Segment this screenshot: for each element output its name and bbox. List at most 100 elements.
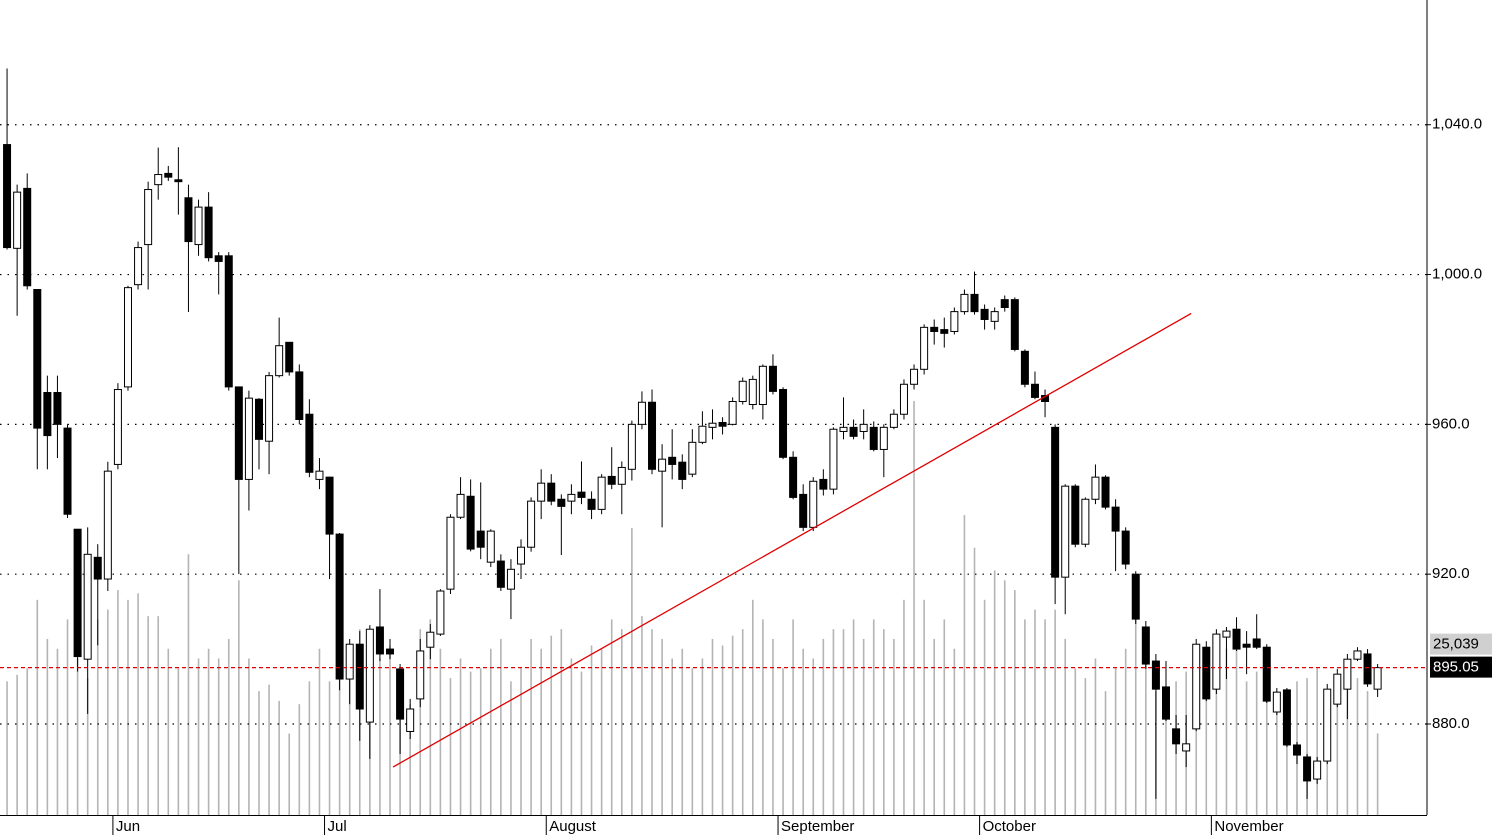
candle-body bbox=[355, 643, 364, 710]
last-volume-label: 25,039 bbox=[1433, 636, 1479, 653]
candle-body bbox=[103, 470, 112, 580]
candle-body bbox=[859, 423, 868, 432]
candle-body bbox=[1272, 691, 1281, 713]
volume-bar bbox=[812, 658, 815, 815]
candle-body bbox=[33, 289, 42, 429]
candle-body bbox=[1252, 638, 1261, 648]
y-tick-label: 960.0 bbox=[1432, 415, 1470, 432]
candle-body bbox=[214, 255, 223, 262]
volume-bar bbox=[671, 658, 673, 815]
y-tick-label: 880.0 bbox=[1432, 715, 1470, 732]
volume-bar bbox=[1003, 580, 1006, 815]
x-tick-label: November bbox=[1214, 818, 1283, 835]
candle-body bbox=[970, 293, 979, 313]
volume-bar bbox=[832, 629, 835, 815]
candle-body bbox=[567, 493, 576, 502]
candle-body bbox=[748, 378, 757, 406]
candle-body bbox=[386, 648, 395, 655]
volume-bar bbox=[731, 635, 734, 815]
last-price-label: 895.05 bbox=[1433, 659, 1479, 676]
candle-body bbox=[809, 480, 818, 528]
volume-bar bbox=[16, 674, 18, 815]
volume-bar bbox=[762, 619, 764, 815]
candle-body bbox=[93, 556, 102, 580]
candle-body bbox=[829, 428, 838, 490]
volume-bar bbox=[6, 681, 8, 815]
candle-body bbox=[648, 401, 657, 470]
volume-bar bbox=[973, 547, 976, 815]
candle-body bbox=[123, 287, 132, 388]
candle-body bbox=[1282, 689, 1291, 746]
volume-bar bbox=[86, 678, 89, 815]
volume-bar bbox=[439, 648, 442, 815]
candle-body bbox=[1131, 573, 1140, 620]
volume-bar bbox=[943, 619, 946, 815]
candle-body bbox=[627, 423, 636, 470]
volume-bar bbox=[1165, 700, 1167, 815]
volume-bar bbox=[691, 668, 694, 815]
volume-bar bbox=[540, 648, 542, 815]
candle-body bbox=[1242, 643, 1251, 648]
volume-bar bbox=[36, 599, 39, 815]
candle-body bbox=[1212, 633, 1221, 690]
candle-body bbox=[1010, 299, 1019, 350]
volume-bar bbox=[187, 554, 190, 815]
candle-body bbox=[325, 476, 334, 535]
candle-body bbox=[910, 368, 919, 385]
candle-body bbox=[738, 380, 747, 403]
candle-body bbox=[1353, 650, 1362, 660]
volume-bar bbox=[1145, 658, 1147, 815]
candle-body bbox=[960, 293, 969, 313]
candle-body bbox=[1343, 658, 1352, 690]
volume-bar bbox=[681, 648, 684, 815]
volume-bar bbox=[1024, 619, 1026, 815]
candle-body bbox=[1071, 485, 1080, 545]
volume-bar bbox=[389, 645, 391, 815]
volume-bar bbox=[1215, 668, 1218, 815]
volume-bar bbox=[842, 629, 845, 815]
volume-bar bbox=[550, 635, 553, 815]
candle-body bbox=[658, 458, 667, 472]
candle-body bbox=[607, 475, 616, 485]
candle-body bbox=[789, 456, 798, 498]
volume-bar bbox=[1104, 691, 1107, 815]
volume-bar bbox=[127, 599, 129, 815]
candle-body bbox=[768, 365, 777, 392]
candle-body bbox=[587, 498, 596, 510]
volume-bar bbox=[248, 658, 250, 815]
candle-body bbox=[1091, 476, 1100, 500]
candle-body bbox=[476, 530, 485, 548]
candle-body bbox=[1303, 756, 1312, 782]
candle-body bbox=[1101, 476, 1110, 508]
volume-bar bbox=[1205, 691, 1208, 815]
volume-bar bbox=[620, 629, 623, 815]
candle-body bbox=[506, 568, 515, 590]
volume-bar bbox=[298, 704, 301, 815]
candle-body bbox=[708, 422, 717, 428]
candle-body bbox=[83, 553, 92, 660]
overlay-layer bbox=[0, 312, 1427, 768]
x-tick-label: August bbox=[549, 818, 597, 835]
volume-bar bbox=[1255, 671, 1258, 815]
volume-bar bbox=[157, 616, 160, 815]
candle-body bbox=[234, 386, 243, 480]
volume-bar bbox=[1286, 700, 1288, 815]
candle-body bbox=[1051, 426, 1060, 578]
volume-bar bbox=[258, 691, 260, 815]
x-tick-label: Jun bbox=[116, 818, 140, 835]
candle-body bbox=[1061, 485, 1070, 578]
candle-body bbox=[1182, 743, 1191, 752]
volume-bar bbox=[318, 648, 321, 815]
volume-bar bbox=[802, 648, 804, 815]
candle-body bbox=[436, 590, 445, 635]
candle-body bbox=[799, 493, 808, 528]
candle-body bbox=[244, 397, 253, 480]
candle-body bbox=[63, 427, 72, 515]
volume-bar bbox=[107, 609, 109, 815]
candle-body bbox=[678, 461, 687, 480]
candle-body bbox=[345, 643, 354, 680]
candle-body bbox=[144, 189, 153, 246]
volume-bar bbox=[1366, 691, 1369, 815]
candle-body bbox=[416, 650, 425, 700]
volume-bar bbox=[338, 638, 341, 815]
